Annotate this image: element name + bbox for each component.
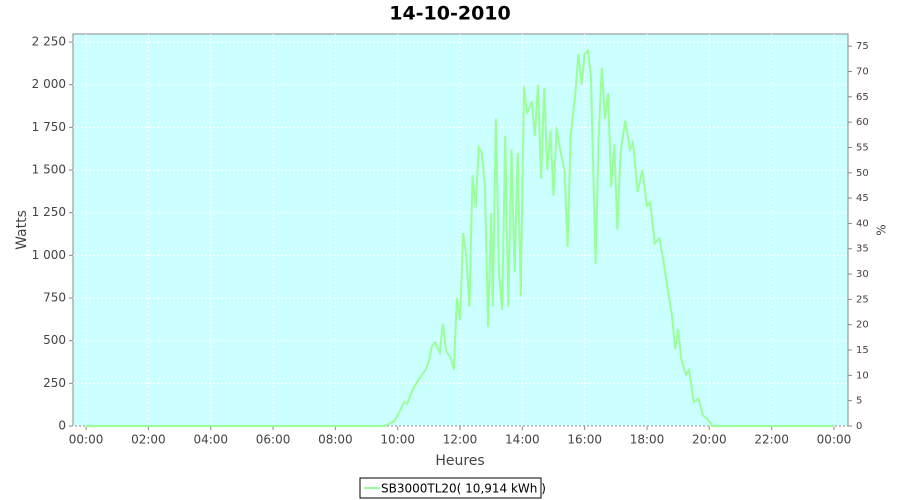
y2-tick-label: 20	[856, 320, 869, 331]
y2-tick-label: 5	[856, 396, 862, 407]
x-tick-label: 12:00	[443, 433, 478, 447]
x-tick-label: 04:00	[193, 433, 228, 447]
y-axis-label: Watts	[14, 210, 30, 250]
y2-tick-label: 10	[856, 370, 869, 381]
y-tick-label: 1 000	[32, 248, 66, 262]
y2-tick-label: 30	[856, 269, 869, 280]
x-tick-label: 14:00	[505, 433, 540, 447]
y2-tick-label: 35	[856, 244, 869, 255]
x-tick-label: 00:00	[817, 433, 852, 447]
y-tick-label: 2 250	[32, 35, 66, 49]
y2-tick-label: 0	[856, 421, 862, 432]
y2-tick-label: 50	[856, 168, 869, 179]
x-axis-label: Heures	[435, 453, 484, 469]
y2-tick-label: 75	[856, 41, 869, 52]
y2-tick-label: 25	[856, 294, 869, 305]
x-tick-label: 06:00	[256, 433, 291, 447]
y2-tick-label: 65	[856, 92, 869, 103]
y2-tick-label: 70	[856, 66, 869, 77]
x-tick-label: 02:00	[131, 433, 166, 447]
y-tick-label: 250	[43, 376, 66, 390]
x-tick-label: 16:00	[567, 433, 602, 447]
y-tick-label: 500	[43, 333, 66, 347]
series-line	[86, 48, 834, 427]
x-tick-label: 08:00	[318, 433, 353, 447]
y-tick-label: 750	[43, 291, 66, 305]
y-tick-label: 2 000	[32, 77, 66, 91]
legend-box	[359, 477, 542, 499]
y-tick-label: 0	[58, 419, 66, 433]
x-tick-label: 18:00	[630, 433, 665, 447]
y2-tick-label: 55	[856, 142, 869, 153]
y2-tick-label: 60	[856, 117, 869, 128]
x-tick-label: 20:00	[692, 433, 727, 447]
y2-tick-label: 15	[856, 345, 869, 356]
x-tick-label: 10:00	[380, 433, 415, 447]
x-tick-label: 00:00	[69, 433, 104, 447]
y2-axis-label: %	[875, 224, 889, 235]
chart-title: 14-10-2010	[389, 3, 511, 25]
y-tick-label: 1 750	[32, 120, 66, 134]
y2-tick-label: 40	[856, 218, 869, 229]
y-tick-label: 1 250	[32, 205, 66, 219]
x-tick-label: 22:00	[754, 433, 789, 447]
y2-tick-label: 45	[856, 193, 869, 204]
legend-label: SB3000TL20( 10,914 kWh )	[381, 482, 546, 496]
y-tick-label: 1 500	[32, 163, 66, 177]
